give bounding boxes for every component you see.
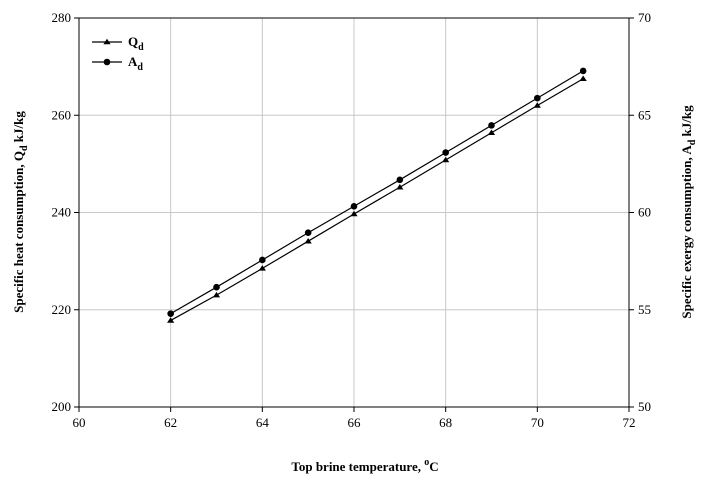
series-line: [170, 78, 584, 321]
legend-label: Ad: [128, 54, 143, 73]
y-tick-label-right: 70: [638, 10, 651, 25]
data-point: [212, 291, 221, 298]
y-tick-label-left: 220: [52, 302, 72, 317]
data-point: [579, 75, 587, 82]
axis-ticks: 60 62 64 66 68 70 72 200 220 240 260 280 50 55 60 65 70: [52, 10, 652, 430]
y-tick-label-left: 200: [52, 399, 72, 414]
data-point: [487, 129, 496, 136]
series-qd: [167, 75, 587, 323]
y-tick-label-right: 55: [638, 302, 651, 317]
x-tick-label: 64: [256, 415, 270, 430]
x-axis-label: Top brine temperature, oC: [291, 457, 438, 474]
data-point: [304, 229, 312, 237]
data-point: [213, 283, 220, 291]
legend-item-qd: Qd: [92, 34, 144, 53]
data-point: [350, 202, 358, 210]
x-tick-label: 68: [439, 415, 452, 430]
data-point: [350, 210, 358, 217]
data-point: [579, 67, 587, 75]
y-tick-label-right: 65: [638, 107, 651, 122]
data-point: [304, 237, 312, 244]
data-point: [533, 102, 541, 108]
data-point: [442, 149, 449, 156]
x-tick-label: 72: [623, 415, 636, 430]
y-tick-label-right: 50: [638, 399, 651, 414]
data-point: [396, 176, 404, 184]
x-tick-label: 70: [531, 415, 544, 430]
x-tick-label: 62: [164, 415, 177, 430]
data-point: [258, 265, 266, 271]
series-line: [170, 70, 584, 315]
x-tick-label: 60: [73, 415, 86, 430]
y-tick-label-right: 60: [638, 205, 651, 220]
y-tick-label-left: 260: [52, 107, 72, 122]
data-point: [534, 94, 541, 102]
y-tick-label-left: 240: [52, 205, 72, 220]
series-ad: [167, 67, 587, 317]
data-point: [488, 122, 495, 129]
x-tick-label: 66: [348, 415, 362, 430]
data-point: [167, 310, 174, 317]
data-point: [442, 156, 450, 163]
series: [167, 67, 587, 323]
legend-marker: [103, 58, 111, 66]
legend-item-ad: Ad: [92, 54, 143, 73]
y-tick-label-left: 280: [52, 10, 72, 25]
data-point: [259, 256, 266, 264]
y-axis-label-right: Specific exergy consumption, Ad kJ/kg: [679, 105, 698, 319]
legend-marker: [103, 38, 111, 45]
data-point: [167, 317, 175, 323]
legend-label: Qd: [128, 34, 144, 53]
data-point: [396, 183, 404, 190]
y-axis-label-left: Specific heat consumption, Qd kJ/kg: [11, 111, 30, 313]
